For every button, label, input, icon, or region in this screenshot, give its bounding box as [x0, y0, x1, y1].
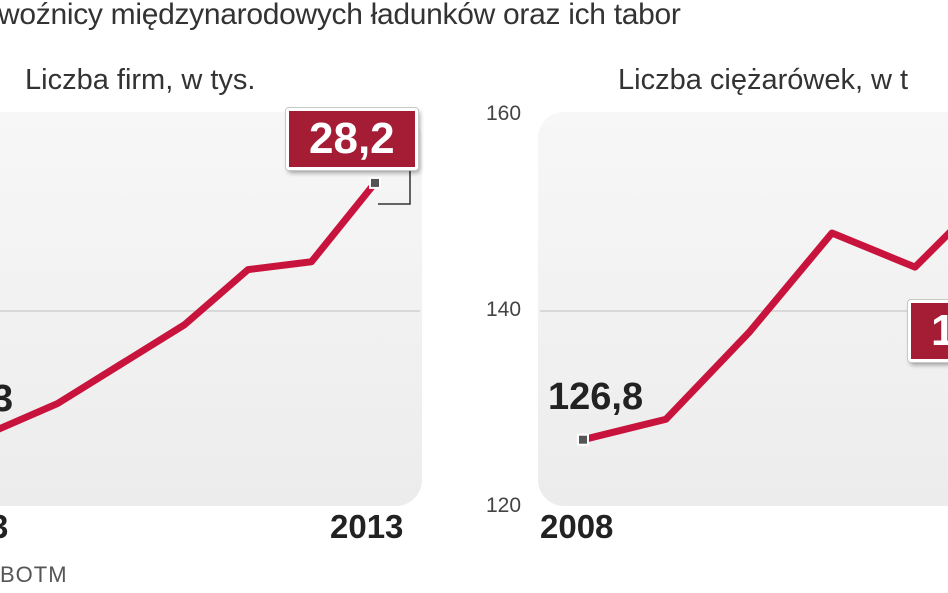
end-value-callout-firms: 28,2	[286, 108, 418, 170]
series-line	[0, 179, 379, 433]
start-value-label-trucks: 126,8	[548, 376, 644, 418]
chart-panel-firms	[0, 112, 422, 506]
y-tick-label: 140	[486, 298, 522, 321]
chart-title-firms: Liczba firm, w tys.	[25, 64, 256, 96]
end-value-callout-trucks: 1	[908, 300, 948, 362]
y-tick-label: 120	[486, 494, 522, 517]
chart-title-trucks: Liczba ciężarówek, w t	[618, 64, 909, 96]
y-tick-label: 160	[486, 102, 522, 125]
x-tick-label: 2013	[330, 508, 404, 545]
x-tick-label: 3	[0, 508, 8, 546]
data-point-marker	[577, 433, 589, 446]
infographic-title: woźnicy międzynarodowych ładunków oraz i…	[0, 0, 681, 31]
source-note: BOTM	[0, 562, 68, 587]
chart-panel-trucks	[538, 112, 948, 506]
callout-leader-line	[378, 166, 411, 205]
x-tick-label: 2008	[540, 508, 614, 545]
start-value-label-firms: 3	[0, 378, 14, 420]
series-line	[579, 229, 948, 444]
data-point-marker	[369, 176, 381, 189]
